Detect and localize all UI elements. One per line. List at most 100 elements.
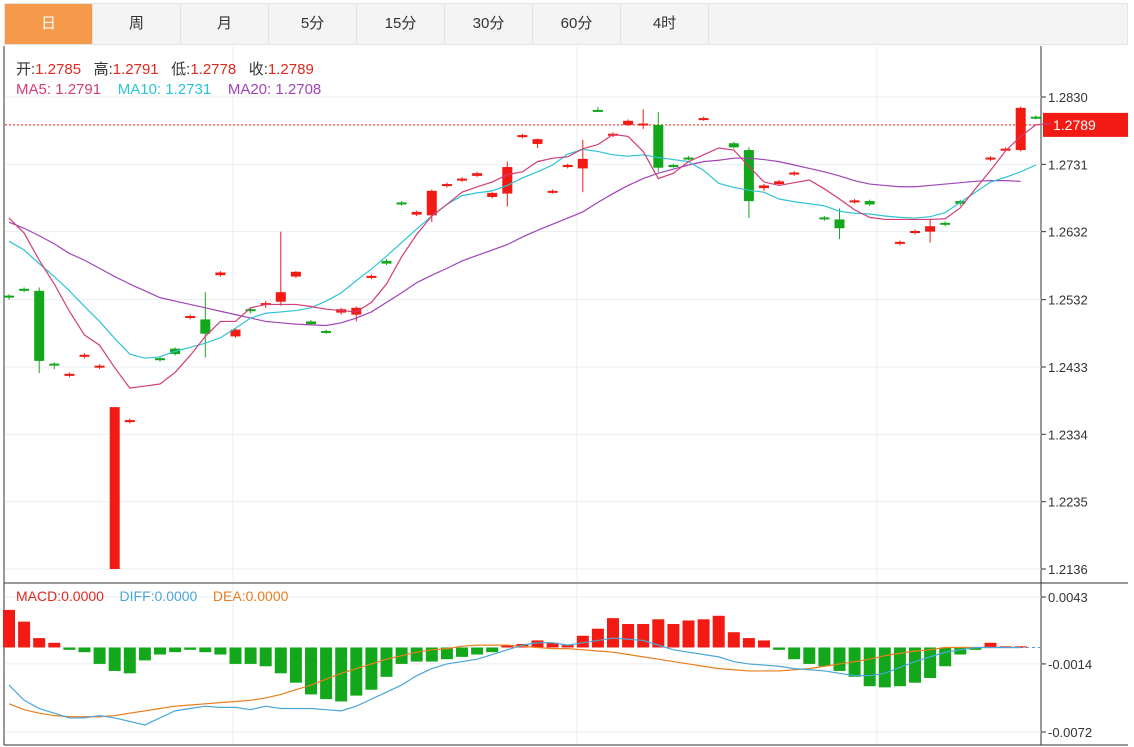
macd-bar <box>214 647 227 655</box>
tab-month[interactable]: 月 <box>181 4 269 44</box>
candle-body <box>789 172 800 175</box>
macd-bar <box>682 620 695 648</box>
candle-body <box>290 271 301 277</box>
diff-line <box>8 637 1021 726</box>
macd-bar <box>154 647 166 655</box>
candle-body <box>215 272 226 276</box>
candle-body <box>79 354 90 357</box>
candle-body <box>457 178 467 181</box>
candle-body <box>4 295 14 298</box>
macd-bar <box>501 645 514 648</box>
macd-bar <box>108 647 121 671</box>
candle-body <box>774 181 785 185</box>
candle-body <box>728 143 739 148</box>
last-price-tag <box>1043 112 1128 137</box>
candle-body <box>894 241 905 244</box>
macd-bar <box>788 647 801 660</box>
close-label: 收: <box>248 61 268 78</box>
macd-bar <box>63 647 76 650</box>
macd-y-tick-label: -0.0014 <box>1048 657 1092 672</box>
tab-4hour[interactable]: 4时 <box>621 4 709 44</box>
ma10-value: 1.2731 <box>165 81 212 98</box>
tab-60min[interactable]: 60分 <box>533 4 621 44</box>
candle-body <box>502 167 513 194</box>
macd-bar <box>622 624 635 648</box>
candle-body <box>683 157 694 160</box>
candle-body <box>487 192 498 197</box>
candle-body <box>910 230 920 234</box>
open-label: 开: <box>16 61 36 78</box>
macd-value: 0.0000 <box>61 588 104 604</box>
dea-line <box>8 644 1021 718</box>
macd-bar <box>33 638 46 648</box>
candle-body <box>155 358 165 361</box>
macd-bar <box>410 647 423 662</box>
macd-bar <box>591 628 604 648</box>
y-tick-label: 1.2532 <box>1048 293 1088 308</box>
y-tick-label: 1.2830 <box>1048 90 1088 105</box>
macd-bar <box>531 640 544 648</box>
macd-bar <box>169 647 182 653</box>
macd-bar <box>365 647 378 690</box>
tab-day[interactable]: 日 <box>5 4 93 44</box>
tab-week[interactable]: 周 <box>93 4 181 44</box>
macd-bar <box>833 647 846 671</box>
candle-body <box>49 363 60 366</box>
candle-body <box>743 150 754 202</box>
candle-body <box>1030 116 1041 119</box>
candle-body <box>698 118 709 121</box>
ma20-label: MA20: <box>227 81 276 98</box>
candle-body <box>94 365 105 368</box>
macd-bar <box>954 647 967 655</box>
macd-bar <box>3 609 15 648</box>
close-value: 1.2789 <box>267 61 314 78</box>
candle-body <box>381 260 392 264</box>
macd-bar <box>93 647 106 664</box>
y-tick-label: 1.2235 <box>1048 495 1088 510</box>
diff-value: 0.0000 <box>154 588 198 604</box>
diff-label: DIFF: <box>119 588 155 604</box>
tab-5min[interactable]: 5分 <box>269 4 357 44</box>
macd-bar <box>818 647 831 667</box>
candle-body <box>306 321 316 325</box>
macd-bar <box>380 647 393 677</box>
ma5-value: 1.2791 <box>55 81 102 98</box>
macd-bar <box>742 638 755 648</box>
macd-bar <box>984 642 997 648</box>
candle-body <box>864 201 875 205</box>
candle-body <box>124 420 135 423</box>
macd-y-tick-label: 0.0043 <box>1048 590 1088 605</box>
macd-bar <box>773 647 786 650</box>
candle-body <box>200 319 211 334</box>
ma20-line <box>8 157 1021 327</box>
macd-bar <box>652 619 665 648</box>
macd-bar <box>924 647 937 678</box>
ma-readout: MA5: 1.2791 MA10: 1.2731 MA20: 1.2708 <box>16 81 321 98</box>
ohlc-readout: 开:1.2785 高:1.2791 低:1.2778 收:1.2789 <box>16 58 314 79</box>
candle-body <box>849 200 860 203</box>
candle-body <box>109 407 120 569</box>
candle-body <box>592 109 603 112</box>
macd-bar <box>78 647 91 653</box>
candle-body <box>245 309 256 312</box>
macd-bar <box>440 647 453 660</box>
candle-body <box>834 219 845 229</box>
macd-bar <box>576 635 589 648</box>
tab-30min[interactable]: 30分 <box>445 4 533 44</box>
candle-body <box>940 222 951 225</box>
macd-bar <box>456 647 468 657</box>
tab-15min[interactable]: 15分 <box>357 4 445 44</box>
macd-bar <box>305 647 317 695</box>
macd-bar <box>863 647 876 687</box>
macd-bar <box>471 647 484 655</box>
ma10-line <box>8 148 1037 359</box>
y-tick-label: 1.2731 <box>1048 157 1088 172</box>
macd-bar <box>607 618 619 648</box>
low-label: 低: <box>171 61 191 78</box>
candle-body <box>64 373 75 376</box>
period-tabs: 日 周 月 5分 15分 30分 60分 4时 <box>4 3 1128 45</box>
macd-label: MACD: <box>16 588 62 604</box>
ma20-value: 1.2708 <box>275 81 322 98</box>
ma5-label: MA5: <box>16 81 56 98</box>
